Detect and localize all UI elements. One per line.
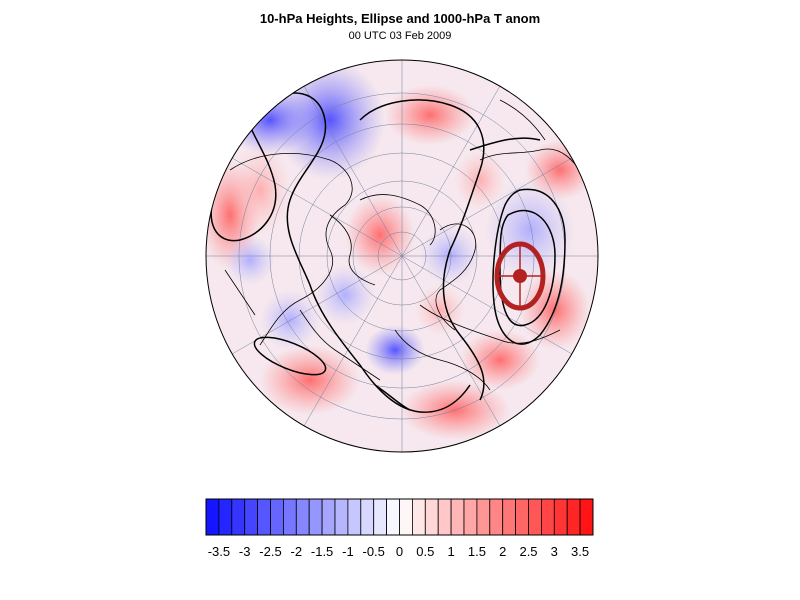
colorbar-bin [553,498,568,536]
colorbar-tick-label: 3 [550,544,558,559]
colorbar-bin [244,498,258,536]
colorbar-tick-label: -0.5 [362,544,385,559]
colorbar-bin [437,498,452,536]
colorbar-tick-label: 2.5 [519,544,538,559]
colorbar-bin [424,498,439,536]
colorbar-bin [489,498,504,536]
colorbar-bin [270,498,284,536]
colorbar-bin [515,498,529,536]
colorbar-tick-label: -3.5 [207,544,231,559]
chart-title: 10-hPa Heights, Ellipse and 1000-hPa T a… [259,11,541,26]
colorbar-bin [334,498,349,536]
colorbar-bin [450,498,465,536]
colorbar-bin [528,498,542,536]
colorbar-bin [295,498,310,536]
colorbar-tick-label: -1 [342,544,354,559]
globe-border [205,59,599,453]
colorbar-bin [566,498,581,536]
colorbar-tick-label: 0.5 [416,544,435,559]
colorbar-bin [386,498,400,536]
colorbar-bin [308,498,323,536]
temperature-anomaly-field [206,60,598,452]
colorbar-tick-label: 1.5 [467,544,486,559]
colorbar-tick-label: 2 [499,544,507,559]
chart-subtitle: 00 UTC 03 Feb 2009 [348,30,452,42]
colorbar-bin [502,498,517,536]
colorbar-tick-label: 3.5 [571,544,590,559]
colorbar-tick-label: -2 [290,544,303,559]
colorbar-bin [218,498,233,536]
colorbar-bin [360,498,375,536]
vortex-ellipse [494,241,546,311]
colorbar-tick-label: 1 [447,544,455,559]
colorbar-bin [257,498,271,536]
colorbar-bin [399,498,413,536]
colorbar-bin [231,498,246,536]
coastlines [224,99,586,391]
colorbar-bin [463,498,478,536]
colorbar-tick-label: -1.5 [310,544,334,559]
colorbar-tick-label: -3 [238,544,251,559]
colorbar-tick-label: -2.5 [259,544,282,559]
colorbar-bin [373,498,388,536]
colorbar-bin [541,498,555,536]
colorbar-bin [476,498,491,536]
colorbar-tick-label: 0 [395,544,404,559]
colorbar-bin [411,498,426,536]
height-contours [210,92,566,413]
colorbar-bin [205,498,220,536]
colorbar-bin [282,498,297,536]
colorbar-bin [321,498,336,536]
vortex-centroid [513,269,527,283]
colorbar-bin [347,498,362,536]
colorbar-bin [579,498,594,536]
